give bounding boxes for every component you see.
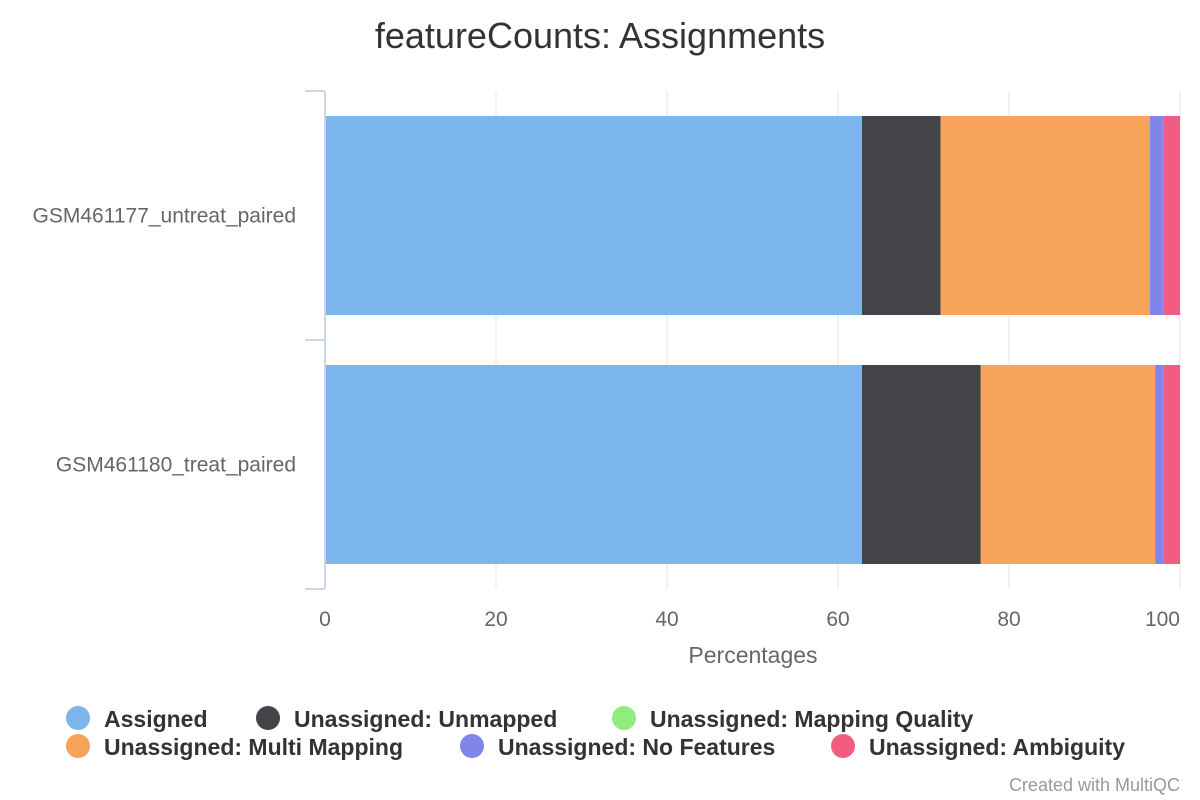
bar-segment (325, 365, 862, 564)
legend-item[interactable]: Unassigned: Unmapped (256, 706, 557, 732)
bar-segment (325, 116, 862, 315)
bar-segment (861, 365, 981, 564)
chart-title: featureCounts: Assignments (375, 15, 825, 56)
bar-segment (1163, 116, 1180, 315)
bar-segment (861, 116, 941, 315)
legend-label: Unassigned: No Features (498, 734, 775, 760)
bar-segment (980, 365, 1156, 564)
legend-label: Assigned (104, 706, 208, 732)
bar-segment (940, 116, 1151, 315)
legend-item[interactable]: Assigned (66, 706, 208, 732)
category-label: GSM461180_treat_paired (56, 454, 296, 477)
x-tick-label: 0 (319, 608, 331, 631)
legend-marker (66, 706, 90, 730)
x-tick-label: 60 (826, 608, 849, 631)
x-tick-label: 40 (655, 608, 678, 631)
x-tick-label: 80 (997, 608, 1020, 631)
bar-segment (1163, 365, 1180, 564)
legend-item[interactable]: Unassigned: Mapping Quality (612, 706, 974, 732)
legend-marker (831, 734, 855, 758)
legend: Assigned Unassigned: Unmapped Unassigned: … (66, 706, 1125, 760)
legend-label: Unassigned: Multi Mapping (104, 734, 403, 760)
x-tick-label: 100 (1145, 608, 1180, 631)
legend-item[interactable]: Unassigned: Ambiguity (831, 734, 1125, 760)
bars (325, 116, 1180, 564)
legend-marker (612, 706, 636, 730)
legend-marker (66, 734, 90, 758)
x-axis-title: Percentages (688, 642, 817, 668)
x-tick-label: 20 (484, 608, 507, 631)
legend-marker (256, 706, 280, 730)
bar-segment (1155, 365, 1164, 564)
axes (305, 90, 326, 590)
category-label: GSM461177_untreat_paired (33, 205, 296, 228)
legend-item[interactable]: Unassigned: No Features (460, 734, 775, 760)
legend-label: Unassigned: Mapping Quality (650, 706, 974, 732)
category-labels: GSM461177_untreat_paired GSM461180_treat_… (33, 205, 296, 477)
legend-item[interactable]: Unassigned: Multi Mapping (66, 734, 403, 760)
legend-label: Unassigned: Ambiguity (869, 734, 1125, 760)
legend-marker (460, 734, 484, 758)
bar-segment (1150, 116, 1164, 315)
x-tick-labels: 0 20 40 60 80 100 (319, 608, 1180, 631)
legend-label: Unassigned: Unmapped (294, 706, 557, 732)
credit-text: Created with MultiQC (1009, 775, 1180, 795)
